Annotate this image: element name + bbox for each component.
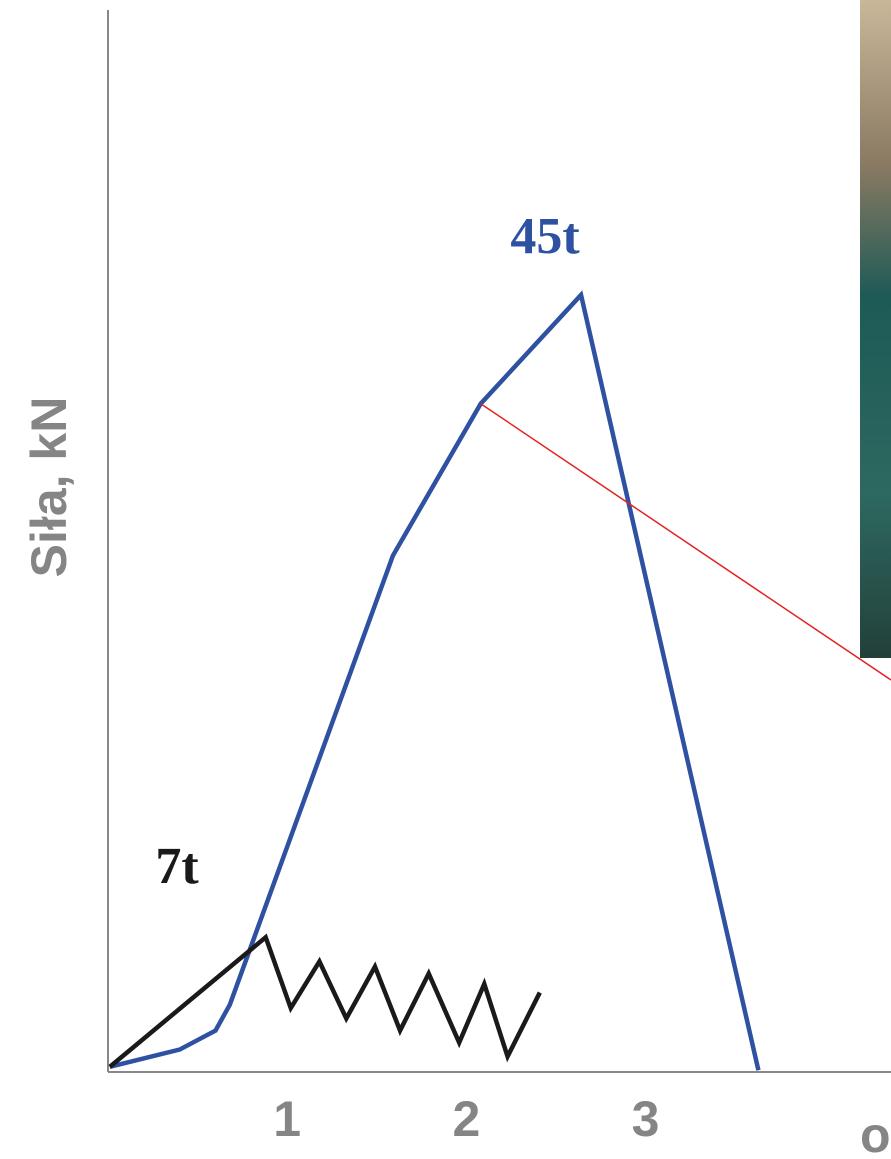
line xyxy=(109,290,761,1071)
x-axis-label: o xyxy=(860,1107,891,1159)
y-axis-label: Siła, kN xyxy=(21,397,77,578)
annotation: 45t xyxy=(510,208,580,265)
line xyxy=(108,933,542,1069)
x-tick-label: 2 xyxy=(452,1091,480,1147)
x-tick-label: 1 xyxy=(273,1091,301,1147)
annotation: 7t xyxy=(155,838,199,895)
photo xyxy=(860,0,891,658)
line xyxy=(480,403,891,681)
x-tick-label: 3 xyxy=(632,1091,660,1147)
